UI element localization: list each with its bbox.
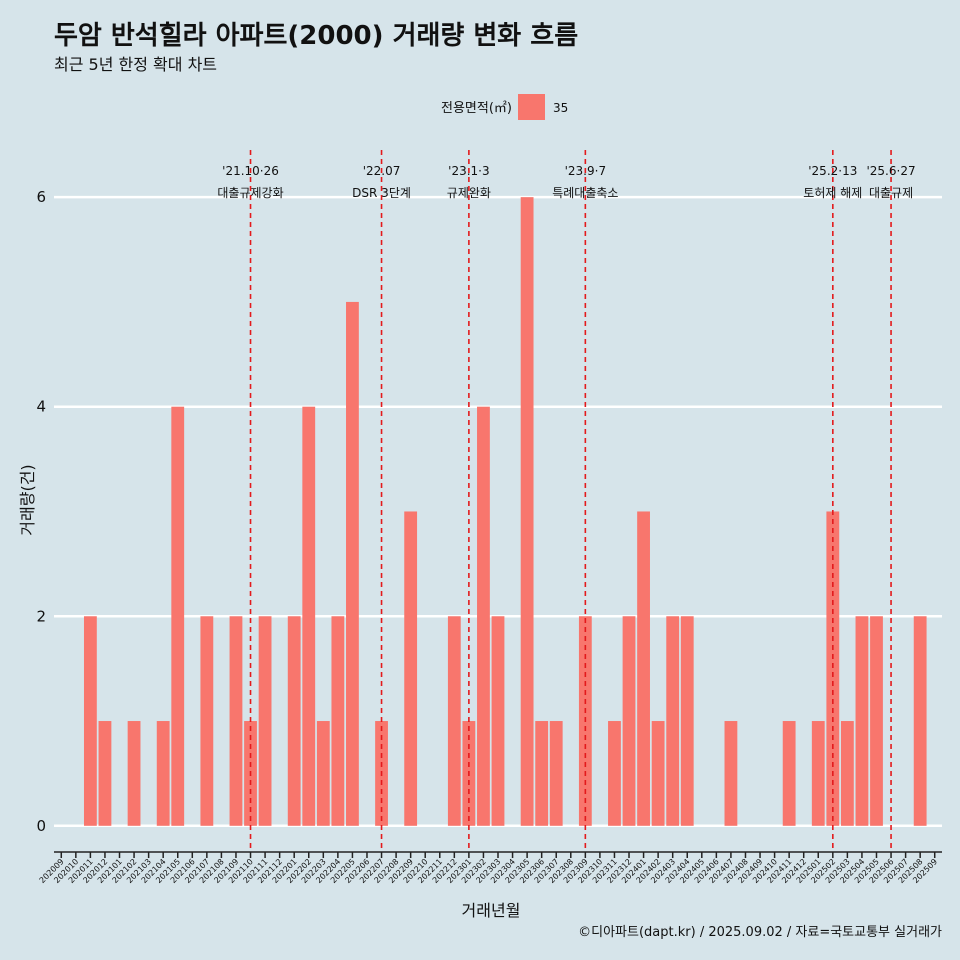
bar: [447, 616, 461, 826]
bar: [171, 406, 185, 826]
bar: [331, 616, 345, 826]
bar: [83, 616, 97, 826]
y-tick-label: 0: [36, 817, 46, 835]
event-label: 특례대출축소: [552, 186, 618, 200]
event-label: 규제완화: [447, 186, 491, 200]
legend-label: 35: [553, 101, 568, 115]
bar: [258, 616, 272, 826]
bar: [622, 616, 636, 826]
bar: [229, 616, 243, 826]
bar: [608, 721, 621, 826]
legend: 전용면적(㎡) 35: [441, 94, 568, 120]
event-label: 토허제 해제: [803, 186, 862, 200]
bar: [316, 721, 330, 826]
bar: [302, 406, 316, 826]
y-tick-label: 2: [36, 607, 46, 625]
y-axis: 0 2 4 6: [36, 188, 46, 835]
event-date: '23.1·3: [448, 164, 489, 178]
bar: [637, 511, 650, 826]
bar: [855, 616, 869, 826]
legend-swatch: [518, 94, 545, 120]
bar: [98, 721, 112, 826]
bar: [840, 721, 854, 826]
event-date: '21.10·26: [222, 164, 279, 178]
bar: [520, 197, 534, 826]
bars: [83, 197, 927, 826]
bar: [826, 511, 840, 826]
bar: [724, 721, 738, 826]
bar: [870, 616, 883, 826]
bar: [346, 301, 359, 826]
event-label: 대출규제강화: [217, 186, 283, 200]
bar: [913, 616, 927, 826]
bar: [287, 616, 301, 826]
chart-subtitle: 최근 5년 한정 확대 차트: [54, 55, 217, 74]
event-label: 대출규제: [869, 186, 913, 200]
y-axis-title: 거래량(건): [18, 464, 37, 535]
bar: [782, 721, 796, 826]
event-date: '22.07: [363, 164, 401, 178]
event-date: '23.9·7: [565, 164, 606, 178]
event-markers: '21.10·26 대출규제강화 '22.07 DSR 3단계 '23.1·3 규제완화 '…: [217, 150, 916, 852]
event-date: '25.6·27: [866, 164, 915, 178]
bar: [811, 721, 825, 826]
caption: ©디아파트(dapt.kr) / 2025.09.02 / 자료=국토교통부 실…: [578, 925, 942, 940]
x-axis: 2020092020102020112020122021012021022021…: [38, 851, 942, 885]
bar: [200, 616, 214, 826]
bar: [651, 721, 665, 826]
legend-title: 전용면적(㎡): [441, 101, 512, 116]
bar: [549, 721, 563, 826]
bar: [535, 721, 549, 826]
bar: [680, 616, 694, 826]
bar: [127, 721, 141, 826]
event-date: '25.2·13: [808, 164, 857, 178]
bar: [666, 616, 680, 826]
y-tick-label: 6: [36, 188, 46, 206]
bar: [477, 406, 490, 826]
chart-title: 두암 반석힐라 아파트(2000) 거래량 변화 흐름: [54, 21, 578, 51]
y-tick-label: 4: [36, 398, 46, 416]
event-label: DSR 3단계: [352, 186, 411, 200]
bar: [404, 511, 418, 826]
x-axis-title: 거래년월: [462, 901, 521, 920]
bar: [491, 616, 505, 826]
bar: [156, 721, 170, 826]
